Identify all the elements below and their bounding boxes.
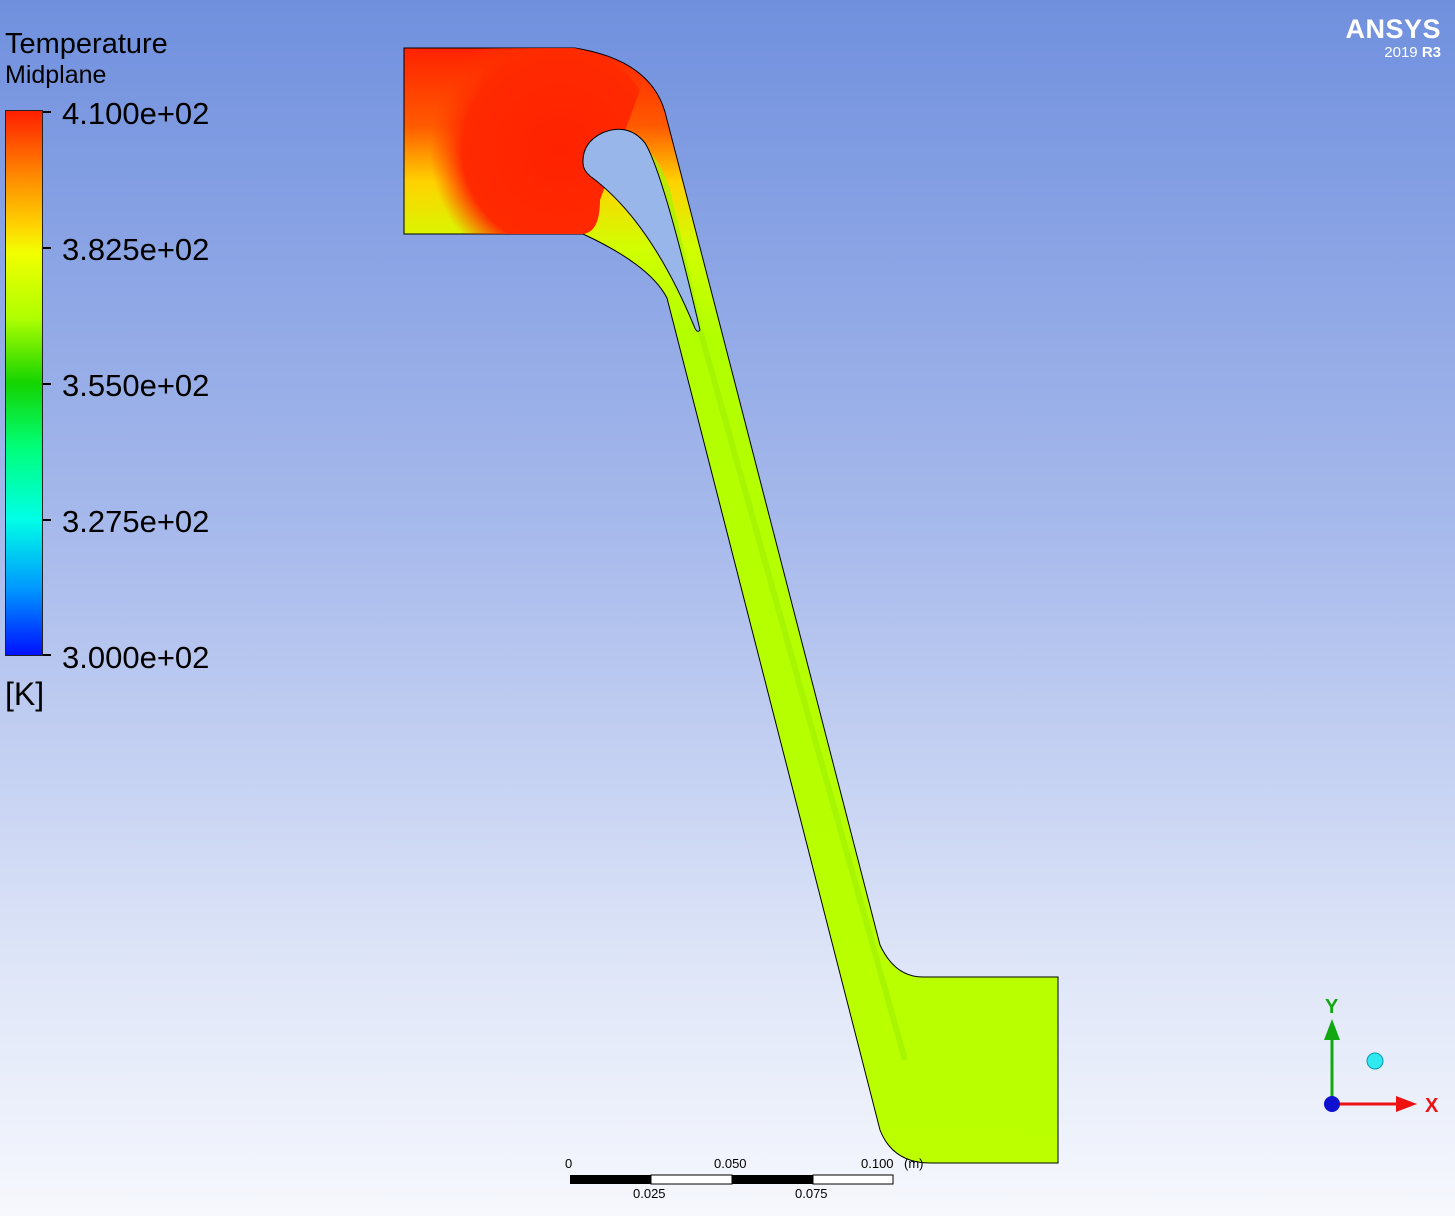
scale-label-025: 0.025: [633, 1186, 666, 1201]
scale-label-075: 0.075: [795, 1186, 828, 1201]
y-axis-label: Y: [1325, 996, 1339, 1018]
legend-tick: [43, 111, 51, 113]
logo-year: 2019: [1384, 44, 1418, 61]
logo-release: R3: [1421, 44, 1441, 61]
scale-label-050: 0.050: [714, 1156, 747, 1171]
legend-label-max: 4.100e+02: [62, 96, 210, 131]
legend-label: 3.550e+02: [62, 368, 210, 403]
axis-triad[interactable]: Y X: [1324, 996, 1439, 1117]
legend-tick: [43, 247, 51, 249]
logo-name: ANSYS: [1345, 14, 1441, 44]
scale-bar: 0 0.050 0.100 (m) 0.025 0.075: [565, 1156, 924, 1201]
legend-tick: [43, 519, 51, 521]
inlet-hot-region: [404, 48, 640, 234]
x-axis-label: X: [1425, 1095, 1439, 1117]
legend-unit: [K]: [5, 676, 45, 712]
legend-label-min: 3.000e+02: [62, 640, 210, 675]
iso-view-sphere[interactable]: [1366, 1052, 1384, 1070]
scale-unit: (m): [904, 1156, 924, 1171]
z-axis-dot: [1324, 1096, 1340, 1112]
scale-label-100: 0.100: [861, 1156, 894, 1171]
legend-label: 3.825e+02: [62, 232, 210, 267]
y-arrow-head: [1324, 1019, 1340, 1040]
legend-tick: [43, 654, 51, 656]
logo-version: 2019 R3: [1345, 45, 1441, 60]
color-bar: [5, 110, 43, 656]
x-arrow-head: [1396, 1096, 1417, 1112]
ansys-logo: ANSYS 2019 R3: [1345, 14, 1441, 61]
legend-label: 3.275e+02: [62, 504, 210, 539]
airfoil: [582, 128, 701, 332]
legend-subtitle: Midplane: [5, 61, 107, 89]
temperature-contour: [403, 47, 1059, 1164]
scale-label-0: 0: [565, 1156, 572, 1171]
legend-tick: [43, 383, 51, 385]
legend-title: Temperature: [5, 28, 168, 60]
mixing-streak: [697, 329, 908, 1061]
